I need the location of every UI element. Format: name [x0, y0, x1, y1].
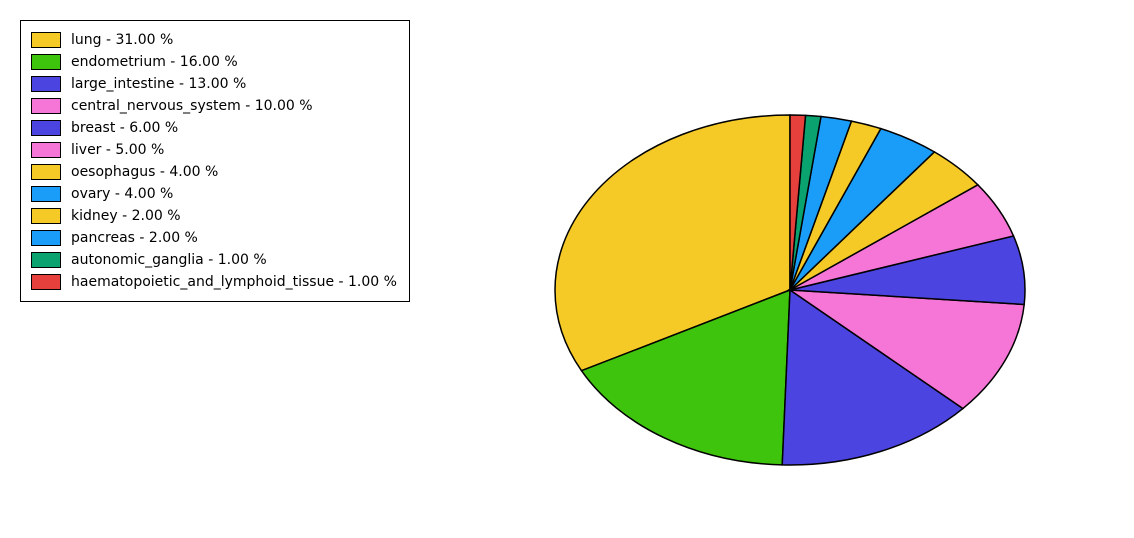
chart-canvas: { "chart": { "type": "pie", "background_… — [0, 0, 1134, 538]
pie-chart — [0, 0, 1134, 538]
